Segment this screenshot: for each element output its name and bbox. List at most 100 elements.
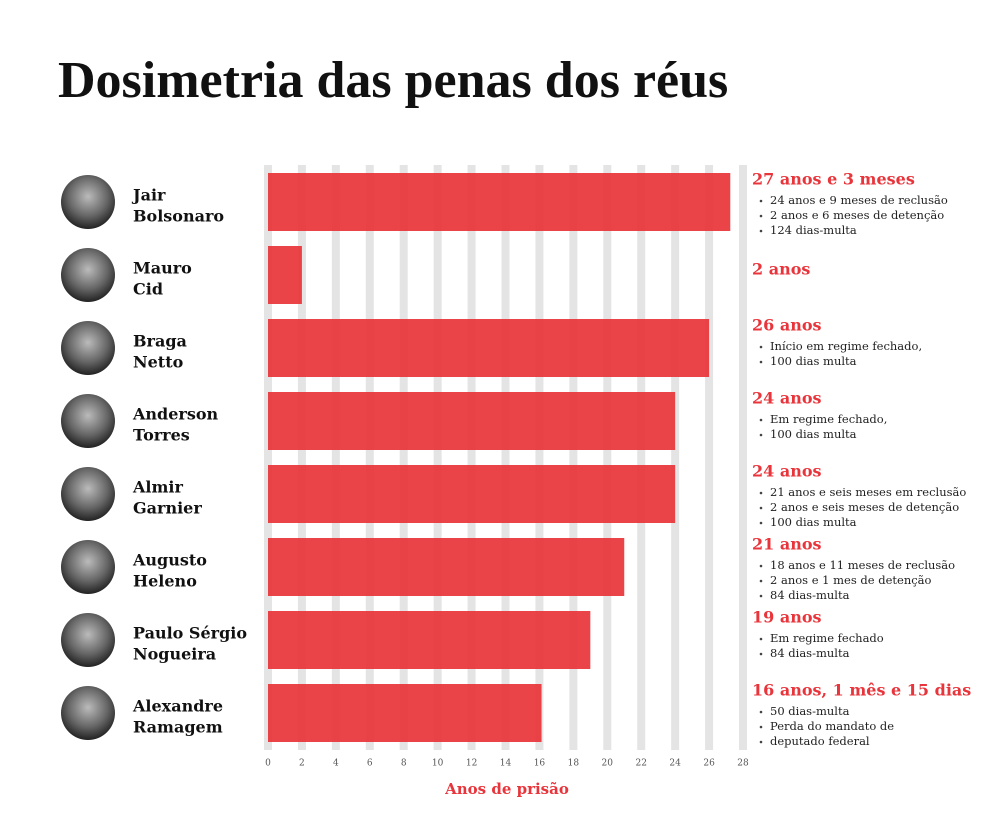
category-label: Bolsonaro <box>133 207 224 226</box>
x-tick-label: 14 <box>500 759 512 769</box>
annotation-item: 100 dias multa <box>770 427 857 441</box>
bullet <box>759 360 763 364</box>
annotation-item: 84 dias-multa <box>770 588 850 602</box>
category-label: Ramagem <box>133 718 223 737</box>
grid <box>264 165 747 750</box>
photo <box>61 467 115 521</box>
photo <box>61 394 115 448</box>
x-axis-label: Anos de prisão <box>444 780 569 798</box>
grid-line <box>603 165 612 750</box>
grid-line <box>671 165 680 750</box>
annotation-title: 19 anos <box>752 608 822 627</box>
bullet <box>759 710 763 714</box>
bar <box>268 392 676 450</box>
grid-line <box>705 165 714 750</box>
annotation-title: 16 anos, 1 mês e 15 dias <box>752 681 971 700</box>
category-label: Torres <box>133 426 190 445</box>
x-tick-label: 20 <box>602 759 614 769</box>
annotation-item: 2 anos e 6 meses de detenção <box>770 208 944 222</box>
photo <box>61 321 115 375</box>
category-label: Garnier <box>133 499 202 518</box>
photo <box>61 686 115 740</box>
grid-line <box>467 165 476 750</box>
bar <box>268 319 710 377</box>
category-label: Braga <box>133 332 187 351</box>
grid-line <box>535 165 544 750</box>
annotation-title: 21 anos <box>752 535 822 554</box>
bullet <box>759 433 763 437</box>
annotation-item: 2 anos e seis meses de detenção <box>770 500 959 514</box>
category-label: Augusto <box>132 551 207 570</box>
photo <box>61 175 115 229</box>
category-label: Netto <box>133 353 184 372</box>
grid-line <box>501 165 510 750</box>
bar <box>268 465 676 523</box>
annotation-title: 2 anos <box>752 260 810 279</box>
bullet <box>759 564 763 568</box>
annotation-item: 100 dias multa <box>770 354 857 368</box>
x-tick-label: 8 <box>401 759 407 769</box>
annotation-title: 24 anos <box>752 462 822 481</box>
bullet <box>759 345 763 349</box>
x-tick-label: 26 <box>703 759 715 769</box>
annotation-item: 100 dias multa <box>770 515 857 529</box>
grid-line <box>297 165 306 750</box>
annotation-title: 24 anos <box>752 389 822 408</box>
grid-line <box>637 165 646 750</box>
annotation-title: 27 anos e 3 meses <box>752 170 915 189</box>
photo <box>61 613 115 667</box>
annotation-item: 24 anos e 9 meses de reclusão <box>770 193 948 207</box>
bullet <box>759 199 763 203</box>
annotation-item: Perda do mandato de <box>770 719 894 733</box>
grid-line <box>569 165 578 750</box>
bullet <box>759 594 763 598</box>
bullet <box>759 725 763 729</box>
grid-line <box>433 165 442 750</box>
bullet <box>759 418 763 422</box>
category-label: Paulo Sérgio <box>133 624 247 643</box>
annotation-item: Em regime fechado, <box>770 412 887 426</box>
bar <box>268 173 731 231</box>
annotation-item: deputado federal <box>770 734 870 748</box>
x-tick-label: 6 <box>367 759 373 769</box>
bullet <box>759 229 763 233</box>
x-tick-label: 0 <box>265 759 271 769</box>
bar <box>268 684 542 742</box>
category-label: Almir <box>132 478 184 497</box>
x-tick-label: 24 <box>669 759 681 769</box>
x-tick-label: 16 <box>534 759 546 769</box>
x-tick-label: 22 <box>635 759 646 769</box>
bullet <box>759 214 763 218</box>
grid-line <box>365 165 374 750</box>
annotation-item: 2 anos e 1 mes de detenção <box>770 573 932 587</box>
x-tick-label: 18 <box>568 759 580 769</box>
annotation-item: 124 dias-multa <box>770 223 857 237</box>
grid-line <box>331 165 340 750</box>
bullet <box>759 506 763 510</box>
photo <box>61 540 115 594</box>
annotation-item: Em regime fechado <box>770 631 884 645</box>
bar <box>268 538 625 596</box>
bullet <box>759 521 763 525</box>
x-tick-label: 10 <box>432 759 444 769</box>
x-tick-label: 2 <box>299 759 305 769</box>
category-label: Mauro <box>133 259 192 278</box>
category-label: Anderson <box>132 405 219 424</box>
x-tick-label: 12 <box>466 759 477 769</box>
grid-line <box>264 165 272 750</box>
annotation-item: 50 dias-multa <box>770 704 850 718</box>
photo <box>61 248 115 302</box>
annotation-item: 84 dias-multa <box>770 646 850 660</box>
chart-title: Dosimetria das penas dos réus <box>58 52 728 109</box>
x-tick-label: 4 <box>333 759 339 769</box>
grid-line <box>739 165 747 750</box>
bullet <box>759 637 763 641</box>
bullet <box>759 491 763 495</box>
category-label: Nogueira <box>133 645 216 664</box>
annotation-item: Início em regime fechado, <box>770 339 922 353</box>
annotation-item: 18 anos e 11 meses de reclusão <box>770 558 955 572</box>
x-tick-label: 28 <box>737 759 749 769</box>
category-label: Heleno <box>133 572 197 591</box>
bullet <box>759 652 763 656</box>
